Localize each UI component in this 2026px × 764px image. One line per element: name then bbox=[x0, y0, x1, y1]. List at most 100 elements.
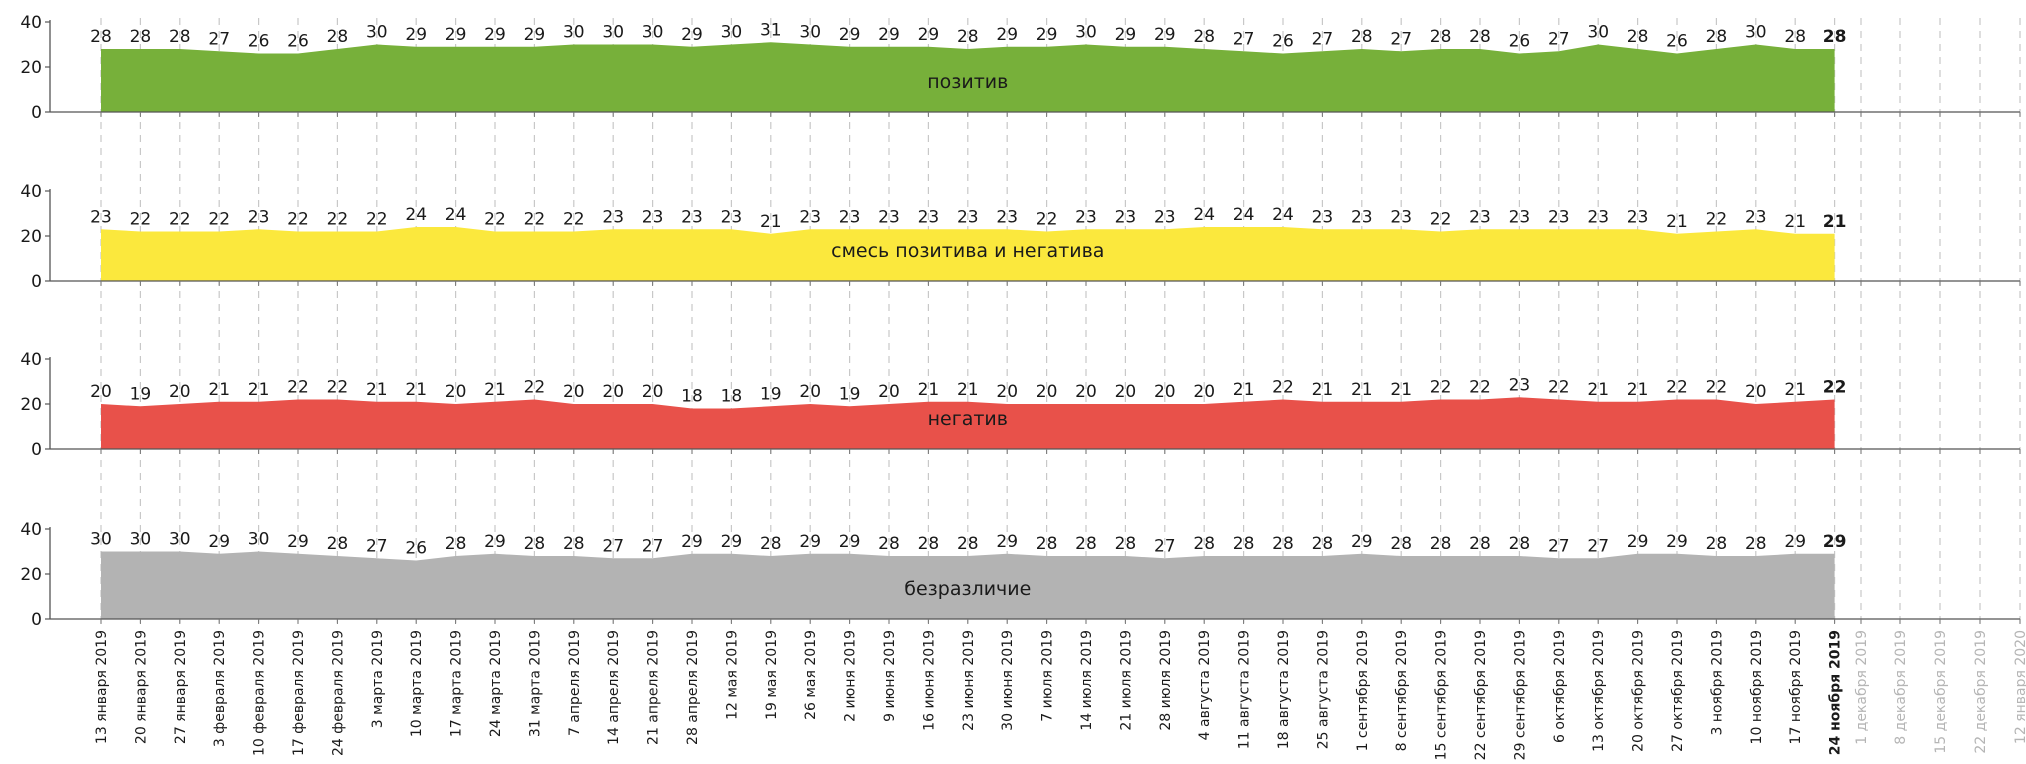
y-tick-label: 40 bbox=[20, 350, 42, 370]
x-tick-label: 28 апреля 2019 bbox=[685, 630, 701, 745]
data-label: 30 bbox=[721, 23, 743, 43]
x-tick-label: 18 августа 2019 bbox=[1276, 630, 1292, 749]
x-tick-label: 27 января 2019 bbox=[173, 630, 189, 744]
series-label: безразличие bbox=[904, 578, 1031, 600]
data-label: 28 bbox=[1036, 534, 1058, 554]
data-label: 29 bbox=[878, 25, 900, 45]
x-tick-label: 15 сентября 2019 bbox=[1434, 630, 1450, 760]
data-label: 26 bbox=[1666, 32, 1688, 52]
data-label: 27 bbox=[366, 536, 388, 556]
data-label: 28 bbox=[1509, 534, 1531, 554]
data-label: 22 bbox=[327, 378, 349, 398]
data-label: 21 bbox=[1587, 380, 1609, 400]
data-label: 29 bbox=[524, 25, 546, 45]
data-label: 27 bbox=[1548, 29, 1570, 49]
data-label: 20 bbox=[563, 382, 585, 402]
data-label: 29 bbox=[1784, 532, 1806, 552]
data-label: 23 bbox=[90, 207, 112, 227]
data-label: 29 bbox=[996, 532, 1018, 552]
data-label: 20 bbox=[169, 382, 191, 402]
series-label: смесь позитива и негатива bbox=[831, 240, 1104, 262]
x-tick-label: 12 января 2020 bbox=[2013, 630, 2026, 744]
data-label: 28 bbox=[563, 534, 585, 554]
x-tick-label: 11 августа 2019 bbox=[1237, 630, 1253, 749]
data-label: 28 bbox=[1430, 534, 1452, 554]
y-tick-label: 20 bbox=[20, 58, 42, 78]
data-label: 27 bbox=[1548, 536, 1570, 556]
data-label: 28 bbox=[130, 27, 152, 47]
data-label: 28 bbox=[169, 27, 191, 47]
data-label: 28 bbox=[1272, 534, 1294, 554]
data-label: 22 bbox=[327, 210, 349, 230]
data-label: 18 bbox=[681, 387, 703, 407]
data-label: 22 bbox=[1548, 378, 1570, 398]
data-label: 22 bbox=[1036, 210, 1058, 230]
data-label: 28 bbox=[1706, 534, 1728, 554]
data-label: 30 bbox=[602, 23, 624, 43]
data-label: 28 bbox=[327, 534, 349, 554]
data-label: 19 bbox=[839, 384, 861, 404]
data-label: 27 bbox=[602, 536, 624, 556]
data-label: 23 bbox=[602, 207, 624, 227]
y-tick-label: 20 bbox=[20, 565, 42, 585]
x-tick-label: 3 ноября 2019 bbox=[1709, 630, 1725, 736]
data-label: 20 bbox=[1193, 382, 1215, 402]
data-label: 23 bbox=[642, 207, 664, 227]
data-label: 28 bbox=[918, 534, 940, 554]
data-label: 23 bbox=[1075, 207, 1097, 227]
data-label: 28 bbox=[1469, 27, 1491, 47]
x-tick-label: 9 июня 2019 bbox=[882, 630, 898, 722]
data-label: 29 bbox=[1036, 25, 1058, 45]
y-tick-label: 20 bbox=[20, 395, 42, 415]
panel-1: 0 20 40 28 28 28 27 26 26 28 30 29 29 29 29 30 30 30 29 30 3… bbox=[20, 13, 2021, 123]
data-label: 29 bbox=[1351, 532, 1373, 552]
y-tick-label: 0 bbox=[31, 272, 42, 292]
x-tick-label: 22 сентября 2019 bbox=[1473, 630, 1489, 760]
data-label: 22 bbox=[1706, 210, 1728, 230]
x-tick-label: 3 марта 2019 bbox=[370, 630, 386, 728]
data-label: 27 bbox=[1233, 29, 1255, 49]
data-label: 29 bbox=[1154, 25, 1176, 45]
data-label: 19 bbox=[130, 384, 152, 404]
data-label: 23 bbox=[721, 207, 743, 227]
x-tick-label: 17 февраля 2019 bbox=[291, 630, 307, 756]
data-label: 21 bbox=[957, 380, 979, 400]
data-label: 21 bbox=[366, 380, 388, 400]
data-label: 21 bbox=[1627, 380, 1649, 400]
data-label: 30 bbox=[799, 23, 821, 43]
data-label: 29 bbox=[1823, 532, 1847, 552]
x-tick-label: 2 июня 2019 bbox=[843, 630, 859, 722]
data-label: 28 bbox=[957, 534, 979, 554]
y-tick-label: 20 bbox=[20, 227, 42, 247]
data-label: 28 bbox=[327, 27, 349, 47]
x-tick-label: 1 декабря 2019 bbox=[1854, 630, 1870, 745]
data-label: 20 bbox=[1036, 382, 1058, 402]
data-label: 23 bbox=[681, 207, 703, 227]
y-tick-label: 40 bbox=[20, 13, 42, 33]
data-label: 29 bbox=[918, 25, 940, 45]
x-tick-label: 24 ноября 2019 bbox=[1828, 630, 1844, 755]
data-label: 29 bbox=[1666, 532, 1688, 552]
data-label: 23 bbox=[878, 207, 900, 227]
x-tick-label: 21 апреля 2019 bbox=[646, 630, 662, 745]
data-label: 29 bbox=[208, 532, 230, 552]
data-label: 28 bbox=[1193, 27, 1215, 47]
data-label: 28 bbox=[1193, 534, 1215, 554]
data-label: 28 bbox=[1351, 27, 1373, 47]
data-label: 28 bbox=[1745, 534, 1767, 554]
data-label: 30 bbox=[248, 530, 270, 550]
data-label: 27 bbox=[208, 29, 230, 49]
data-label: 29 bbox=[484, 532, 506, 552]
data-label: 20 bbox=[445, 382, 467, 402]
data-label: 21 bbox=[1351, 380, 1373, 400]
x-tick-label: 20 октября 2019 bbox=[1631, 630, 1647, 752]
data-label: 30 bbox=[642, 23, 664, 43]
data-label: 21 bbox=[1784, 212, 1806, 232]
data-label: 29 bbox=[721, 532, 743, 552]
y-tick-label: 40 bbox=[20, 182, 42, 202]
data-label: 23 bbox=[799, 207, 821, 227]
x-tick-label: 23 июня 2019 bbox=[961, 630, 977, 731]
panel-3: 0 20 40 20 19 20 21 21 22 22 21 21 20 21 22 20 20 20 18 18 1… bbox=[20, 350, 2021, 460]
data-label: 21 bbox=[918, 380, 940, 400]
